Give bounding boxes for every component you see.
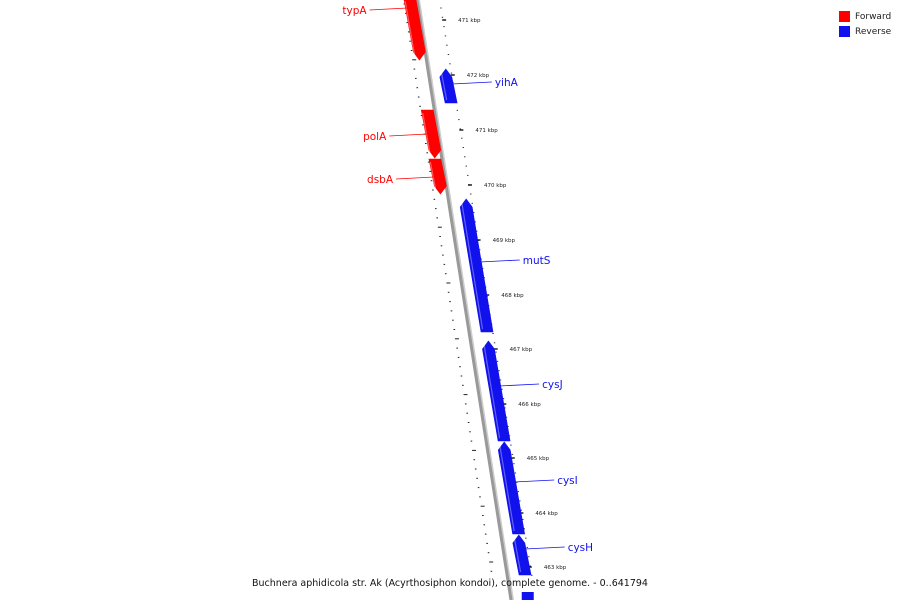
gene-label-cysH: cysH: [568, 542, 593, 554]
genome-caption: Buchnera aphidicola str. Ak (Acyrthosiph…: [252, 578, 648, 589]
gene-label-cysI: cysI: [557, 475, 578, 487]
tick-label: 465 kbp: [527, 456, 550, 462]
leader-line: [451, 81, 492, 85]
legend-swatch-reverse: [839, 26, 850, 37]
gene-label-mutS: mutS: [523, 255, 551, 267]
tick-label: 471 kbp: [458, 18, 481, 24]
tick-label: 471 kbp: [475, 128, 498, 134]
gene-highlight: [440, 71, 448, 101]
tick-label: 466 kbp: [518, 402, 541, 408]
legend-label-forward: Forward: [855, 11, 892, 22]
gene-highlight: [404, 0, 416, 58]
gene-cysH: [512, 534, 532, 576]
gene-highlight: [429, 161, 437, 192]
leader-line: [369, 7, 408, 11]
leader-line: [514, 479, 555, 483]
gene-label-typA: typA: [342, 5, 367, 17]
gene-highlight: [499, 444, 515, 532]
gene-label-polA: polA: [363, 131, 387, 143]
legend-item-reverse: Reverse: [839, 24, 891, 39]
gene-polA: [420, 109, 442, 159]
tick-label: 470 kbp: [484, 183, 507, 189]
gene-partial: [521, 592, 534, 600]
tick-label: 468 kbp: [501, 293, 524, 299]
tick-label: 467 kbp: [510, 347, 533, 353]
tick-label: 472 kbp: [467, 73, 490, 79]
gene-cysI: [497, 441, 526, 535]
tick-label: 464 kbp: [535, 511, 558, 517]
gene-typA: [403, 0, 426, 61]
gene-highlight: [513, 537, 522, 573]
legend: Forward Reverse: [839, 9, 891, 39]
gene-label-yihA: yihA: [495, 77, 519, 89]
gene-cysJ: [482, 340, 511, 442]
gene-label-cysJ: cysJ: [542, 379, 563, 391]
legend-swatch-forward: [839, 11, 850, 22]
leader-line: [389, 133, 428, 137]
gene-mutS: [459, 198, 494, 333]
gene-dsbA: [428, 158, 447, 195]
leader-line: [524, 546, 565, 550]
legend-item-forward: Forward: [839, 9, 891, 24]
leader-line: [499, 383, 540, 387]
tick-label: 463 kbp: [544, 565, 567, 571]
gene-highlight: [483, 343, 501, 439]
gene-highlight: [461, 201, 484, 330]
gene-label-dsbA: dsbA: [367, 174, 394, 186]
gene-yihA: [439, 68, 458, 104]
backbone-line: [415, 0, 513, 600]
leader-line: [479, 259, 520, 263]
leader-line: [396, 176, 435, 180]
legend-label-reverse: Reverse: [855, 26, 892, 37]
tick-label: 469 kbp: [493, 238, 516, 244]
